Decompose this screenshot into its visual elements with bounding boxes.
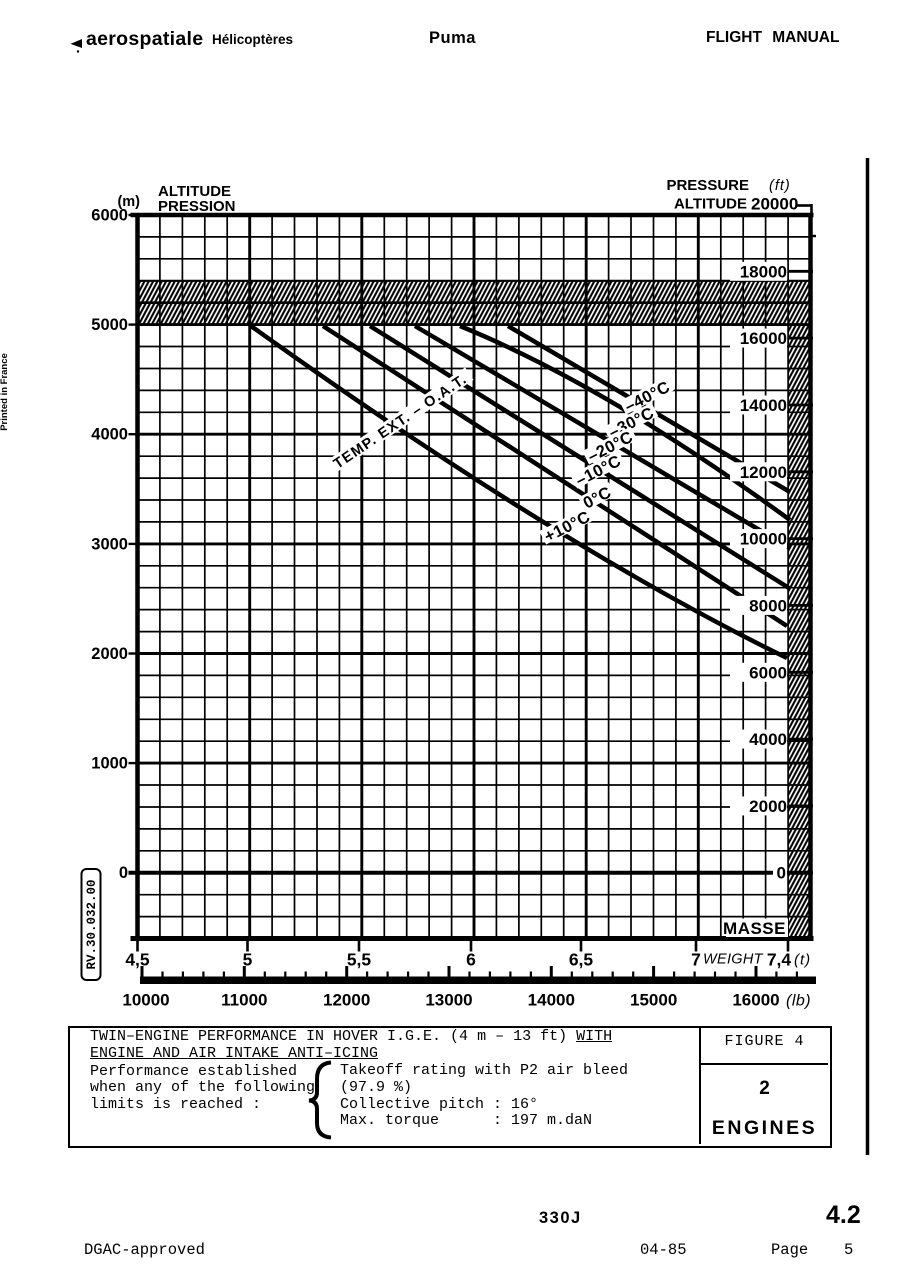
svg-text:5,5: 5,5	[347, 950, 372, 970]
svg-text:(ft): (ft)	[769, 178, 791, 194]
svg-text:7,4: 7,4	[767, 950, 792, 970]
svg-text:0: 0	[119, 864, 128, 882]
svg-text:MASSE: MASSE	[723, 919, 786, 938]
svg-text:(m): (m)	[117, 194, 140, 210]
svg-text:4000: 4000	[749, 730, 787, 749]
svg-text:PRESSION: PRESSION	[158, 198, 236, 215]
svg-text:(t): (t)	[794, 952, 811, 969]
svg-text:Printed in France: Printed in France	[0, 353, 10, 431]
svg-text:TEMP. EXT. – O.A.T.: TEMP. EXT. – O.A.T.	[331, 371, 470, 472]
svg-text:16000: 16000	[732, 991, 779, 1010]
svg-text:PRESSURE: PRESSURE	[666, 177, 749, 194]
svg-text:0: 0	[777, 864, 786, 883]
svg-text:8000: 8000	[749, 596, 787, 615]
svg-text:ALTITUDE: ALTITUDE	[158, 183, 231, 200]
svg-text:12000: 12000	[740, 463, 787, 482]
svg-text:10000: 10000	[122, 991, 169, 1010]
svg-text:14000: 14000	[740, 396, 787, 415]
svg-text:16000: 16000	[740, 329, 787, 348]
svg-text:(lb): (lb)	[786, 993, 811, 1010]
svg-text:5000: 5000	[91, 316, 128, 334]
svg-text:2000: 2000	[749, 797, 787, 816]
svg-text:5: 5	[243, 950, 253, 970]
svg-text:1000: 1000	[91, 755, 128, 773]
svg-text:3000: 3000	[91, 535, 128, 553]
svg-text:4,5: 4,5	[125, 950, 150, 970]
svg-text:WEIGHT: WEIGHT	[703, 952, 764, 968]
svg-text:7: 7	[691, 950, 701, 970]
svg-text:4000: 4000	[91, 426, 128, 444]
svg-text:12000: 12000	[323, 991, 370, 1010]
svg-text:20000: 20000	[751, 195, 798, 214]
svg-text:6: 6	[466, 950, 476, 970]
svg-text:14000: 14000	[528, 991, 575, 1010]
svg-text:6,5: 6,5	[569, 950, 594, 970]
svg-text:15000: 15000	[630, 991, 677, 1010]
svg-text:11000: 11000	[221, 991, 267, 1010]
svg-text:6000: 6000	[749, 663, 787, 682]
svg-text:ALTITUDE: ALTITUDE	[674, 196, 747, 213]
svg-text:13000: 13000	[425, 991, 472, 1010]
svg-text:10000: 10000	[740, 530, 787, 549]
svg-text:RV.30.032.00: RV.30.032.00	[85, 879, 99, 969]
svg-text:6000: 6000	[91, 207, 128, 225]
svg-text:2000: 2000	[91, 645, 128, 663]
svg-text:18000: 18000	[740, 262, 787, 281]
